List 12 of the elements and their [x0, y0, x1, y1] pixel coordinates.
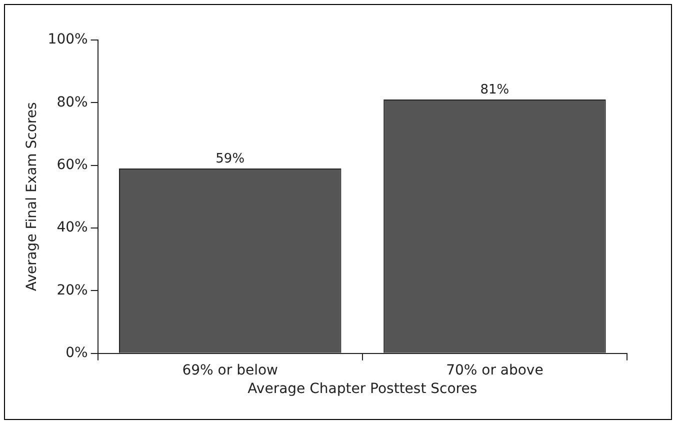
x-tick-label: 70% or above — [446, 362, 544, 378]
data-label: 81% — [480, 82, 510, 98]
x-tick-label: 69% or below — [182, 362, 278, 378]
y-tick-label: 80% — [56, 94, 88, 110]
y-tick-label: 0% — [66, 345, 88, 362]
y-tick-label: 20% — [56, 282, 88, 298]
y-tick-label: 60% — [56, 157, 88, 173]
y-tick-label: 40% — [56, 220, 88, 236]
x-axis-title: Average Chapter Posttest Scores — [248, 381, 478, 398]
data-label: 59% — [216, 151, 245, 166]
y-tick-label: 100% — [48, 32, 88, 48]
y-axis-title: Average Final Exam Scores — [24, 102, 40, 292]
